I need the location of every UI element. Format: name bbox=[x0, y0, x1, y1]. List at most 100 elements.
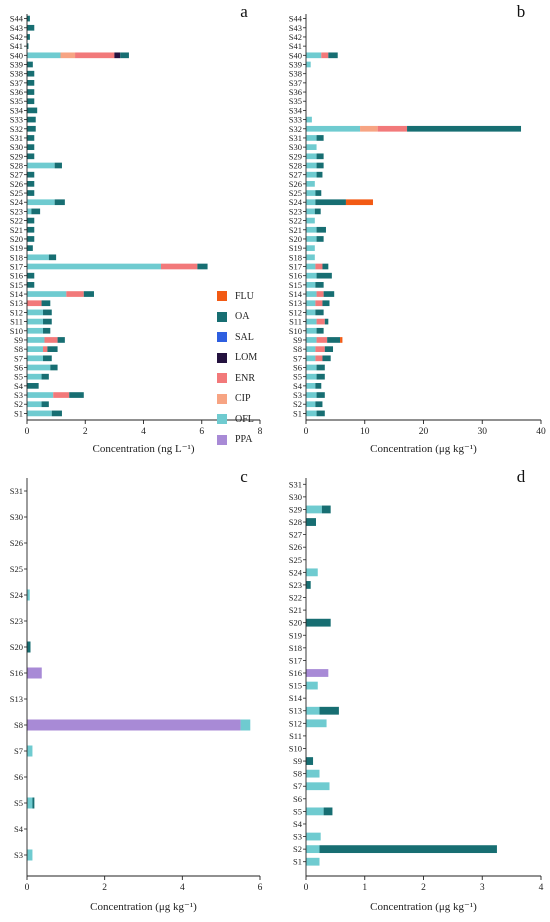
bar-a-S17-OA bbox=[197, 263, 208, 270]
bar-a-S1-OFL bbox=[27, 410, 52, 417]
bar-a-S37-OA bbox=[27, 80, 35, 86]
bar-a-S24-OFL bbox=[27, 199, 55, 206]
legend-label: OA bbox=[235, 311, 250, 323]
bar-b-S3-OFL bbox=[306, 392, 317, 398]
bar-b-S32-OA bbox=[407, 125, 522, 132]
y-tick-label: S25 bbox=[289, 555, 302, 565]
y-tick-label: S26 bbox=[289, 179, 302, 189]
bar-b-S32-OFL bbox=[306, 125, 361, 132]
y-tick-label: S14 bbox=[289, 693, 303, 703]
y-tick-label: S25 bbox=[289, 188, 302, 198]
y-tick-label: S28 bbox=[10, 161, 23, 171]
bar-d-S5-OFL bbox=[306, 807, 324, 816]
y-tick-label: S15 bbox=[289, 681, 302, 691]
bar-a-S11-OA bbox=[43, 318, 52, 325]
bar-d-S13-OA bbox=[319, 706, 339, 715]
bar-b-S23-OFL bbox=[306, 208, 315, 215]
y-tick-label: S15 bbox=[10, 280, 23, 290]
y-tick-label: S44 bbox=[289, 14, 303, 24]
legend-swatch bbox=[217, 291, 227, 302]
bar-a-S5-OFL bbox=[27, 373, 42, 380]
y-tick-label: S36 bbox=[289, 87, 302, 97]
x-axis-label: Concentration (μg kg⁻¹) bbox=[370, 901, 477, 913]
bar-a-S27-OA bbox=[27, 171, 35, 178]
y-tick-label: S17 bbox=[289, 655, 302, 665]
y-tick-label: S30 bbox=[289, 142, 302, 152]
y-tick-label: S7 bbox=[14, 353, 23, 363]
bar-b-S9-ENR bbox=[316, 337, 328, 343]
x-tick-label: 10 bbox=[360, 427, 370, 437]
y-tick-label: S33 bbox=[289, 115, 302, 125]
y-tick-label: S2 bbox=[293, 399, 302, 409]
y-tick-label: S40 bbox=[289, 50, 302, 60]
y-tick-label: S13 bbox=[289, 706, 302, 716]
bar-b-S17-OFL bbox=[306, 263, 316, 270]
y-tick-label: S4 bbox=[293, 819, 303, 829]
bar-b-S26-OFL bbox=[306, 181, 315, 187]
bar-a-S2-OA bbox=[41, 401, 49, 408]
bar-b-S18-OFL bbox=[306, 254, 315, 261]
bar-b-S13-OFL bbox=[306, 300, 316, 307]
bar-d-S8-OFL bbox=[306, 769, 320, 778]
x-tick-label: 20 bbox=[419, 427, 429, 437]
bar-b-S1-OA bbox=[316, 410, 325, 417]
x-tick-label: 2 bbox=[83, 427, 88, 437]
bar-a-S4-OA bbox=[27, 383, 39, 389]
legend-swatch bbox=[217, 352, 227, 363]
bar-b-S20-OA bbox=[316, 236, 324, 242]
bar-c-S8-PPA bbox=[27, 719, 241, 731]
y-tick-label: S43 bbox=[289, 23, 302, 33]
bar-b-S9-OFL bbox=[306, 337, 317, 343]
bar-a-S10-OA bbox=[43, 327, 51, 334]
bar-a-S29-OA bbox=[27, 153, 35, 160]
bar-a-S36-OA bbox=[27, 89, 35, 95]
bar-a-S7-OFL bbox=[27, 355, 44, 362]
bar-b-S24-FLU bbox=[345, 199, 373, 206]
bar-a-S40-OFL bbox=[27, 52, 61, 59]
y-tick-label: S28 bbox=[289, 517, 302, 527]
y-tick-label: S5 bbox=[293, 806, 302, 816]
y-tick-label: S9 bbox=[293, 335, 302, 345]
y-tick-label: S17 bbox=[289, 262, 302, 272]
y-tick-label: S43 bbox=[10, 23, 23, 33]
legend: FLU OA SAL LOM ENR CIP OFL PPA bbox=[217, 286, 257, 450]
y-tick-label: S5 bbox=[14, 798, 23, 808]
y-tick-label: S34 bbox=[289, 105, 303, 115]
x-tick-label: 3 bbox=[480, 883, 485, 893]
bar-a-S24-OA bbox=[54, 199, 65, 206]
y-tick-label: S14 bbox=[10, 289, 24, 299]
bar-b-S11-OFL bbox=[306, 318, 317, 325]
bar-d-S5-OA bbox=[323, 807, 333, 816]
bar-a-S28-OA bbox=[54, 162, 62, 169]
chart-panel-a: S1S2S3S4S5S6S7S8S9S10S11S12S13S14S15S16S… bbox=[10, 2, 263, 455]
y-tick-label: S19 bbox=[289, 243, 302, 253]
bar-a-S10-OFL bbox=[27, 327, 44, 334]
legend-label: CIP bbox=[235, 393, 251, 405]
bar-b-S2-OFL bbox=[306, 401, 316, 408]
bar-a-S17-OFL bbox=[27, 263, 161, 270]
x-tick-label: 0 bbox=[25, 883, 30, 893]
bar-b-S4-OFL bbox=[306, 383, 316, 389]
bar-b-S15-OA bbox=[315, 282, 324, 288]
bar-d-S23-OA bbox=[306, 581, 311, 589]
y-tick-label: S42 bbox=[289, 32, 302, 42]
bar-b-S27-OA bbox=[316, 171, 323, 178]
y-tick-label: S22 bbox=[289, 593, 302, 603]
bar-b-S7-OA bbox=[322, 355, 331, 362]
y-tick-label: S38 bbox=[289, 69, 302, 79]
x-tick-label: 4 bbox=[141, 427, 146, 437]
y-tick-label: S24 bbox=[289, 197, 303, 207]
y-tick-label: S9 bbox=[14, 335, 23, 345]
bar-d-S3-OFL bbox=[306, 832, 321, 841]
bar-c-S7-OFL bbox=[27, 745, 33, 757]
bar-a-S40-LOM bbox=[114, 52, 121, 59]
bar-b-S11-ENR bbox=[316, 318, 325, 325]
bar-a-S43-OA bbox=[27, 24, 35, 31]
x-axis-label: Concentration (μg kg⁻¹) bbox=[370, 443, 477, 455]
y-tick-label: S3 bbox=[293, 390, 302, 400]
y-tick-label: S32 bbox=[289, 124, 302, 134]
x-axis-label: Concentration (ng L⁻¹) bbox=[93, 443, 195, 455]
y-tick-label: S11 bbox=[10, 317, 23, 327]
bar-c-S5-OFL bbox=[27, 797, 33, 809]
